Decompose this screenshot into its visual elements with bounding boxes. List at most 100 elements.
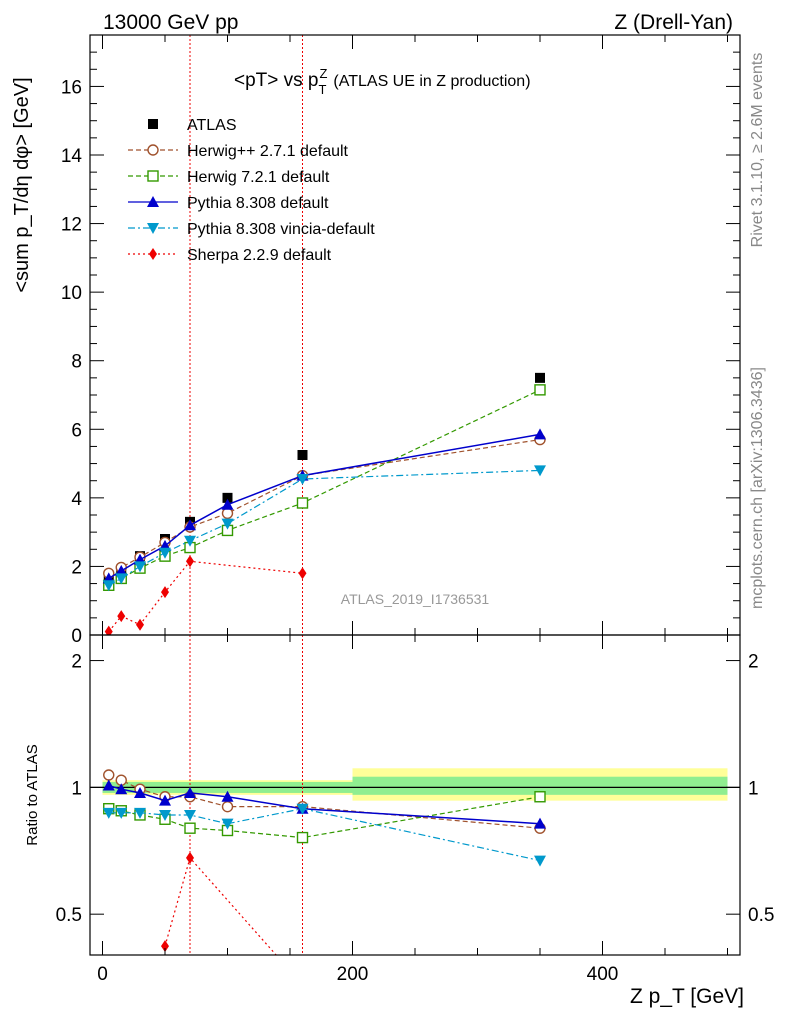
top-point-sherpa (186, 555, 194, 568)
ratio-series-sherpa (161, 851, 307, 991)
legend: ATLAS Herwig++ 2.7.1 default Herwig 7.2.1 … (128, 117, 375, 264)
ratio-point-vincia (221, 818, 234, 830)
ratio-line-sherpa (164, 856, 277, 955)
x-tick-label: 400 (587, 964, 619, 985)
top-y-tick-label: 2 (71, 557, 82, 578)
top-point-pythia (534, 428, 546, 440)
legend-marker (147, 196, 159, 207)
ratio-point-vincia (102, 807, 115, 819)
x-tick-label: 200 (337, 964, 369, 985)
legend-marker (147, 144, 159, 156)
legend-label: Pythia 8.308 vincia-default (187, 221, 375, 238)
ratio-line-vincia (108, 808, 541, 862)
top-point-vincia (134, 561, 146, 573)
ratio-y-tick-label: 2 (71, 652, 82, 673)
ratio-series-vincia (102, 803, 546, 867)
ratio-point-vincia (184, 809, 196, 821)
ratio-point-vincia (134, 807, 146, 819)
ratio-y-axis-label: Ratio to ATLAS (24, 744, 41, 845)
top-point-pythia (115, 564, 128, 576)
legend-label: Pythia 8.308 default (187, 195, 329, 212)
top-y-tick-label: 4 (71, 489, 82, 510)
ratio-y-tick-label-right: 1 (748, 778, 759, 799)
top-line-vincia (108, 469, 541, 586)
ratio-point-sherpa (186, 851, 194, 864)
legend-item-herwigpp: Herwig++ 2.7.1 default (128, 143, 349, 160)
x-axis-label: Z p_T [GeV] (630, 985, 744, 1008)
ratio-point-herwig7 (184, 822, 196, 834)
ratio-point-herwigpp (103, 769, 115, 781)
ratio-point-vincia (159, 809, 171, 821)
top-point-vincia (159, 547, 171, 559)
ratio-point-vincia (296, 803, 309, 815)
top-line-herwig7 (108, 389, 541, 586)
legend-item-vincia: Pythia 8.308 vincia-default (128, 221, 375, 238)
ratio-y-tick-label-right: 2 (748, 652, 759, 673)
plot-title-sub: T (319, 82, 327, 97)
top-y-axis-label: <sum p_T/dη dφ> [GeV] (11, 77, 33, 292)
ratio-point-pythia (134, 786, 146, 798)
top-series-sherpa (104, 555, 307, 635)
top-point-atlas (535, 372, 545, 383)
top-line-pythia (108, 433, 541, 580)
top-y-tick-label: 10 (61, 283, 82, 304)
top-y-tick-label: 8 (71, 352, 82, 373)
plot-title-rest: (ATLAS UE in Z production) (333, 73, 530, 90)
ratio-line-herwig7 (108, 796, 541, 839)
top-y-tick-label: 12 (61, 215, 82, 236)
ratio-point-pythia (115, 783, 128, 795)
x-tick-label: 0 (97, 964, 108, 985)
analysis-watermark: ATLAS_2019_I1736531 (341, 591, 490, 607)
top-point-vincia (221, 518, 234, 530)
ratio-point-pythia (102, 779, 115, 791)
top-y-tick-label: 0 (71, 626, 82, 647)
header-channel: Z (Drell-Yan) (614, 11, 733, 34)
legend-marker (147, 223, 159, 234)
plot-title-main: <pT> vs p (234, 70, 319, 91)
ratio-point-pythia (184, 786, 196, 798)
legend-marker (149, 248, 157, 260)
plot-title: <pT> vs pTZ (ATLAS UE in Z production) (234, 66, 531, 97)
top-point-pythia (184, 519, 196, 531)
ratio-point-vincia (534, 855, 546, 867)
side-label-mcplots: mcplots.cern.ch [arXiv:1306.3436] (749, 367, 766, 609)
top-point-atlas (222, 492, 233, 503)
top-point-pythia (221, 498, 234, 510)
legend-item-sherpa: Sherpa 2.2.9 default (128, 247, 332, 264)
ratio-point-pythia (534, 817, 546, 829)
ratio-band-inner (352, 776, 728, 795)
top-point-vincia (296, 474, 309, 485)
ratio-point-herwigpp (221, 800, 234, 813)
top-point-vincia (115, 573, 128, 585)
top-y-tick-label: 14 (61, 146, 83, 167)
ratio-uncertainty-bands (90, 768, 740, 801)
top-point-vincia (534, 465, 546, 477)
ratio-point-sherpa (299, 979, 307, 991)
top-series-vincia (102, 465, 546, 592)
side-label-rivet: Rivet 3.1.10, ≥ 2.6M events (749, 53, 766, 248)
ratio-point-herwig7 (534, 791, 546, 803)
legend-marker (147, 170, 159, 182)
ratio-point-herwig7 (296, 831, 309, 844)
ratio-point-pythia (221, 790, 234, 802)
ratio-point-sherpa (161, 940, 169, 953)
legend-item-herwig7: Herwig 7.2.1 default (128, 169, 330, 186)
legend-label: Herwig 7.2.1 default (187, 169, 330, 186)
header-process: 13000 GeV pp (103, 11, 238, 34)
top-point-herwig7 (534, 384, 546, 396)
top-point-sherpa (298, 567, 307, 580)
top-y-tick-label: 6 (71, 420, 82, 441)
top-point-sherpa (117, 610, 126, 623)
legend-label: Herwig++ 2.7.1 default (187, 143, 349, 160)
top-point-herwigpp (221, 507, 234, 519)
bin-boundary-lines (189, 35, 303, 955)
ratio-y-tick-label: 1 (71, 778, 82, 799)
plot-title-sup: Z (319, 66, 327, 81)
top-series (102, 372, 546, 635)
legend-label: Sherpa 2.2.9 default (187, 247, 332, 264)
ratio-series (102, 769, 546, 991)
legend-label: ATLAS (187, 117, 237, 134)
top-point-sherpa (161, 586, 169, 599)
legend-item-atlas: ATLAS (148, 117, 237, 134)
